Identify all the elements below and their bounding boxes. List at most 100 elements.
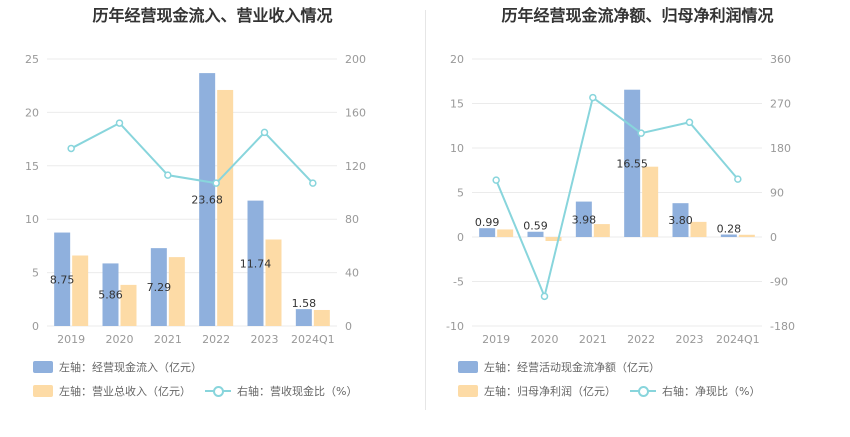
legend-line-marker: [630, 385, 656, 397]
line-point: [309, 179, 317, 187]
legend-item-net-cash-ratio[interactable]: 右轴：净现比（%）: [630, 383, 760, 399]
bar: [120, 284, 137, 326]
bar: [54, 232, 71, 326]
legend-swatch: [33, 361, 53, 373]
y-left-tick-label: 10: [25, 213, 39, 226]
y-right-tick-label: -90: [770, 276, 788, 289]
x-tick-label: 2024Q1: [291, 333, 335, 346]
data-label: 3.80: [668, 214, 693, 227]
y-right-tick-label: 80: [345, 213, 359, 226]
data-label: 0.99: [475, 216, 500, 229]
line-point: [164, 171, 172, 179]
bar: [247, 200, 264, 326]
chart-title: 历年经营现金流净额、归母净利润情况: [501, 6, 774, 25]
bar: [672, 203, 689, 237]
line-point: [212, 179, 220, 187]
bar: [295, 309, 312, 326]
line-point: [492, 176, 500, 184]
left-chart-panel: 历年经营现金流入、营业收入情况 0 0 5 40 10 80 15 120 20 160 25 200…: [25, 6, 366, 399]
data-label: 8.75: [50, 273, 75, 286]
legend-swatch: [33, 385, 53, 397]
bar: [168, 257, 185, 326]
line-point: [589, 93, 597, 102]
line-point: [540, 292, 549, 301]
data-label: 1.58: [292, 297, 317, 310]
y-right-tick-label: 40: [345, 267, 359, 280]
bar: [72, 255, 89, 326]
bar: [624, 89, 641, 237]
x-tick-label: 2019: [482, 333, 510, 346]
y-left-tick-label: 25: [25, 53, 39, 66]
y-right-tick-label: 0: [770, 231, 777, 244]
legend-item-revenue[interactable]: 左轴：营业总收入（亿元）: [33, 383, 191, 399]
y-left-tick-label: 10: [450, 142, 464, 155]
legend-item-net-profit[interactable]: 左轴：归母净利润（亿元）: [458, 383, 616, 399]
y-right-tick-label: -180: [770, 320, 795, 333]
y-right-tick-label: 180: [770, 142, 791, 155]
right-chart-plot: -10 -180 -5 -90 0 0 5 90 10 180 15 270 20 360 2019 2020…: [446, 53, 795, 346]
data-label: 16.55: [616, 157, 648, 170]
data-label: 0.28: [717, 223, 742, 236]
data-label: 5.86: [98, 289, 123, 302]
y-right-tick-label: 360: [770, 53, 791, 66]
bar: [199, 73, 216, 327]
legend-swatch: [458, 385, 478, 397]
bar: [497, 229, 514, 237]
legend-item-revenue-cash-ratio[interactable]: 右轴：营收现金比（%）: [205, 383, 357, 399]
series-line: [495, 95, 739, 300]
line-point: [734, 175, 742, 183]
left-chart-plot: 0 0 5 40 10 80 15 120 20 160 25 200 2019 2020 2021 2022…: [25, 53, 366, 346]
legend-label: 左轴：归母净利润（亿元）: [484, 385, 616, 398]
right-chart-panel: 历年经营现金流净额、归母净利润情况 -10 -180 -5 -90 0 0 5 90 10 180…: [425, 0, 850, 437]
x-tick-label: 2021: [154, 333, 182, 346]
legend-label: 左轴：营业总收入（亿元）: [59, 385, 191, 398]
chart-title: 历年经营现金流入、营业收入情况: [92, 6, 333, 25]
y-right-tick-label: 0: [345, 320, 352, 333]
line-point: [685, 118, 694, 127]
legend-item-cash-inflow[interactable]: 左轴：经营现金流入（亿元）: [33, 359, 202, 375]
x-tick-label: 2021: [579, 333, 607, 346]
y-left-tick-label: 0: [457, 231, 464, 244]
y-right-tick-label: 200: [345, 53, 366, 66]
y-left-tick-label: 20: [25, 106, 39, 119]
y-right-tick-label: 90: [770, 187, 784, 200]
x-tick-label: 2020: [531, 333, 559, 346]
y-left-tick-label: 20: [450, 53, 464, 66]
x-tick-label: 2023: [676, 333, 704, 346]
legend-item-net-operating-cash[interactable]: 左轴：经营活动现金流净额（亿元）: [458, 359, 660, 375]
y-right-tick-label: 270: [770, 98, 791, 111]
y-right-tick-label: 120: [345, 160, 366, 173]
panel-divider: [425, 10, 426, 410]
data-label: 23.68: [191, 194, 223, 207]
x-tick-label: 2023: [251, 333, 279, 346]
legend-label: 右轴：净现比（%）: [662, 385, 761, 398]
bar: [738, 234, 755, 237]
x-tick-label: 2019: [57, 333, 85, 346]
line-point: [115, 119, 124, 127]
line-point: [260, 128, 269, 137]
x-tick-label: 2022: [627, 333, 655, 346]
bar: [265, 239, 282, 326]
y-left-tick-label: 5: [457, 187, 464, 200]
y-left-tick-label: 5: [32, 267, 39, 280]
data-label: 3.98: [572, 213, 597, 226]
bar: [575, 201, 592, 237]
legend-swatch: [458, 361, 478, 373]
y-right-tick-label: 160: [345, 106, 366, 119]
bar: [150, 248, 167, 326]
data-label: 0.59: [523, 220, 548, 233]
bar: [642, 166, 659, 237]
data-label: 11.74: [240, 257, 272, 270]
bar: [720, 234, 737, 237]
bar: [593, 224, 610, 237]
bar: [479, 228, 496, 237]
y-left-tick-label: 0: [32, 320, 39, 333]
bar: [102, 263, 119, 326]
legend-line-marker: [205, 385, 231, 397]
y-left-tick-label: -5: [453, 276, 464, 289]
data-label: 7.29: [147, 281, 172, 294]
y-left-tick-label: -10: [446, 320, 464, 333]
x-tick-label: 2020: [106, 333, 134, 346]
bar: [690, 221, 707, 237]
y-left-tick-label: 15: [25, 160, 39, 173]
